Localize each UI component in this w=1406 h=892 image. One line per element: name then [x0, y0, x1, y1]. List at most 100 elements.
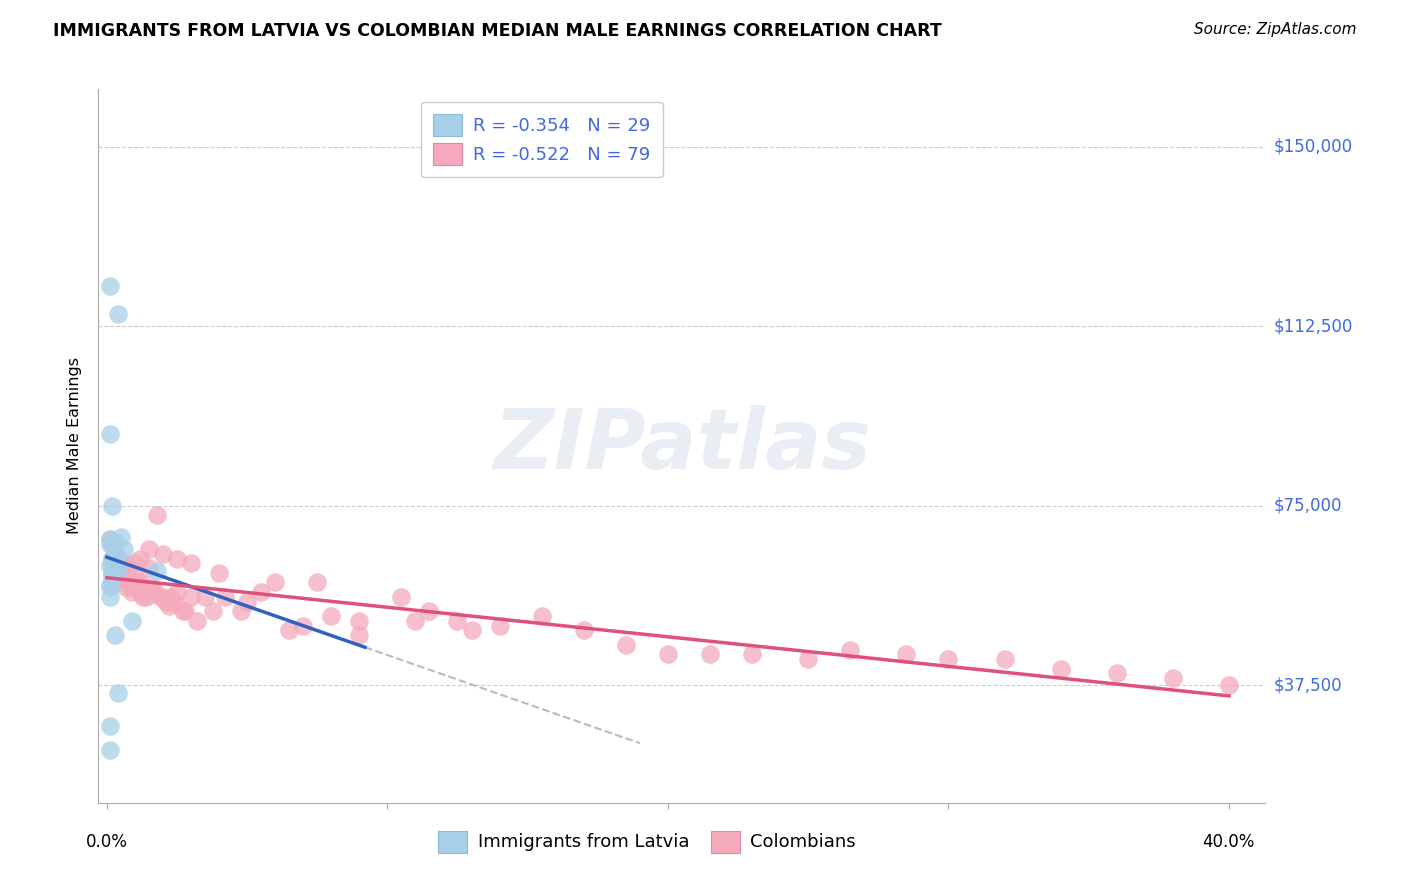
Point	[186, 614, 208, 628]
Point	[208, 566, 231, 580]
Point	[938, 652, 960, 666]
Text: ZIPatlas: ZIPatlas	[494, 406, 870, 486]
Point	[152, 547, 174, 561]
Point	[104, 561, 127, 575]
Point	[172, 604, 194, 618]
Point	[1161, 671, 1184, 685]
Point	[141, 580, 163, 594]
Point	[657, 648, 679, 662]
Point	[614, 638, 637, 652]
Point	[231, 604, 253, 618]
Text: 0.0%: 0.0%	[86, 833, 128, 851]
Point	[98, 558, 121, 573]
Point	[993, 652, 1015, 666]
Point	[572, 624, 595, 638]
Point	[530, 609, 553, 624]
Point	[98, 578, 121, 592]
Text: $112,500: $112,500	[1274, 318, 1353, 335]
Point	[132, 590, 155, 604]
Point	[460, 624, 482, 638]
Point	[107, 551, 129, 566]
Point	[180, 557, 202, 571]
Point	[104, 551, 127, 566]
Point	[797, 652, 820, 666]
Point	[446, 614, 468, 628]
Point	[155, 594, 177, 608]
Point	[174, 604, 197, 618]
Point	[101, 537, 124, 551]
Point	[741, 648, 763, 662]
Point	[157, 599, 180, 614]
Point	[98, 743, 121, 757]
Point	[146, 508, 169, 523]
Point	[699, 648, 721, 662]
Point	[166, 585, 188, 599]
Point	[115, 557, 138, 571]
Point	[98, 533, 121, 547]
Point	[98, 278, 121, 293]
Point	[152, 590, 174, 604]
Point	[896, 648, 918, 662]
Point	[146, 564, 169, 578]
Point	[104, 557, 127, 571]
Point	[110, 571, 132, 585]
Point	[214, 590, 236, 604]
Point	[98, 537, 121, 551]
Point	[112, 575, 135, 590]
Point	[124, 571, 146, 585]
Point	[104, 547, 127, 561]
Point	[101, 573, 124, 587]
Point	[101, 499, 124, 513]
Point	[107, 564, 129, 578]
Point	[163, 594, 186, 608]
Point	[127, 580, 149, 594]
Text: IMMIGRANTS FROM LATVIA VS COLOMBIAN MEDIAN MALE EARNINGS CORRELATION CHART: IMMIGRANTS FROM LATVIA VS COLOMBIAN MEDI…	[53, 22, 942, 40]
Point	[107, 566, 129, 580]
Point	[129, 575, 152, 590]
Point	[107, 307, 129, 321]
Point	[101, 551, 124, 566]
Point	[292, 618, 315, 632]
Point	[104, 534, 127, 549]
Point	[104, 561, 127, 575]
Text: Source: ZipAtlas.com: Source: ZipAtlas.com	[1194, 22, 1357, 37]
Point	[129, 585, 152, 599]
Point	[488, 618, 510, 632]
Point	[104, 547, 127, 561]
Point	[236, 594, 259, 608]
Point	[104, 628, 127, 642]
Point	[112, 541, 135, 556]
Point	[115, 580, 138, 594]
Point	[138, 561, 160, 575]
Point	[112, 561, 135, 575]
Point	[98, 590, 121, 604]
Point	[129, 551, 152, 566]
Point	[180, 590, 202, 604]
Point	[194, 590, 217, 604]
Point	[404, 614, 426, 628]
Point	[264, 575, 287, 590]
Text: 40.0%: 40.0%	[1202, 833, 1256, 851]
Point	[135, 590, 157, 604]
Point	[118, 571, 141, 585]
Point	[389, 590, 412, 604]
Point	[98, 427, 121, 442]
Y-axis label: Median Male Earnings: Median Male Earnings	[66, 358, 82, 534]
Point	[839, 642, 862, 657]
Point	[307, 575, 329, 590]
Point	[149, 590, 172, 604]
Point	[278, 624, 301, 638]
Point	[101, 568, 124, 582]
Point	[349, 614, 371, 628]
Point	[138, 541, 160, 556]
Point	[101, 557, 124, 571]
Point	[1105, 666, 1128, 681]
Point	[101, 551, 124, 566]
Text: $150,000: $150,000	[1274, 137, 1353, 156]
Text: $75,000: $75,000	[1274, 497, 1343, 515]
Point	[132, 580, 155, 594]
Point	[1218, 678, 1240, 692]
Point	[98, 533, 121, 547]
Point	[121, 585, 143, 599]
Point	[101, 566, 124, 580]
